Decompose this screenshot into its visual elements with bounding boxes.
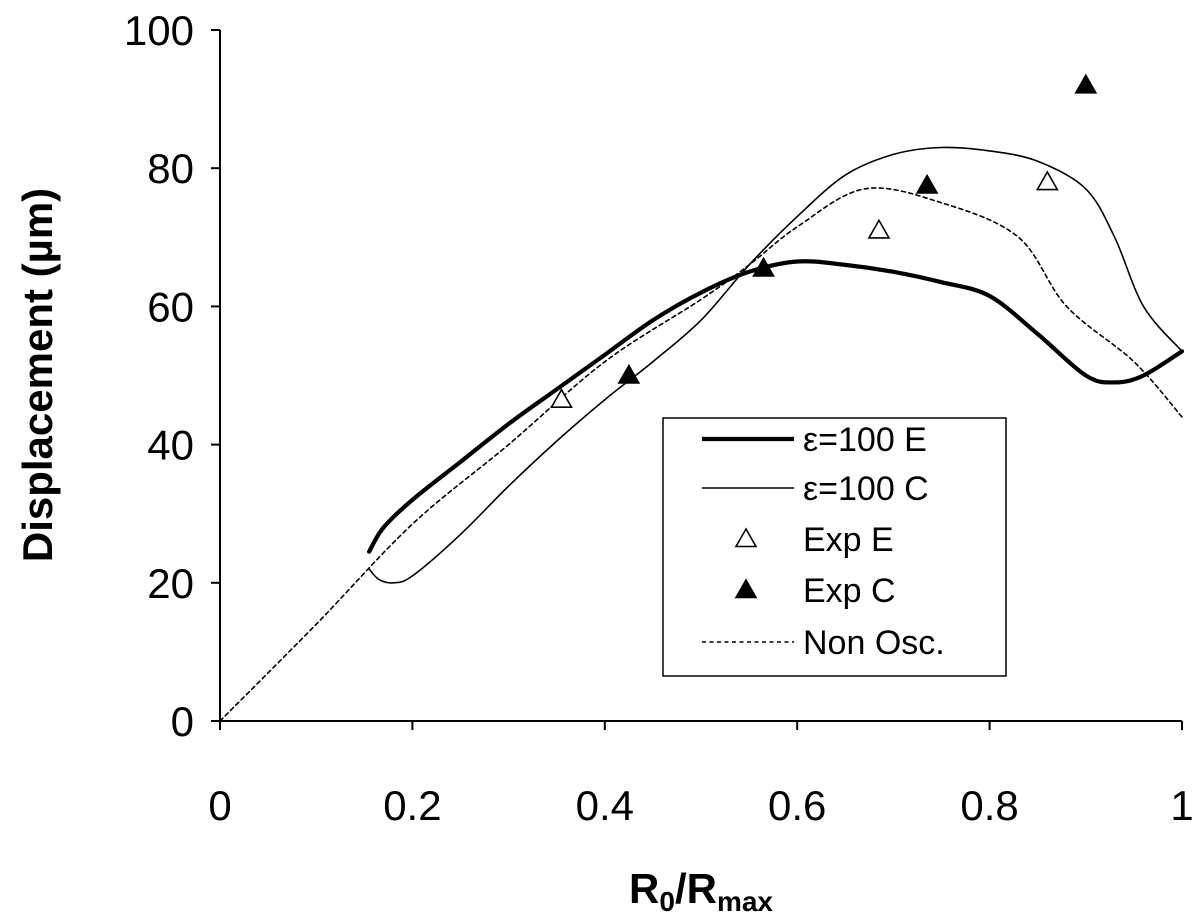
axes: 0 20 40 60 80 100 0 0.2 0.4 0.6 0.8 1 (124, 7, 1194, 829)
legend-label: Exp C (803, 572, 896, 610)
legend-entry: Exp C (734, 572, 896, 610)
y-tick-label: 60 (147, 283, 194, 330)
y-tick-label: 20 (147, 560, 194, 607)
y-tick-label: 0 (171, 698, 194, 745)
legend-entry: Exp E (734, 521, 894, 559)
y-axis-title: Displacement (µm) (14, 188, 61, 562)
legend-box (662, 417, 1007, 677)
exp-e-point (867, 218, 891, 239)
y-tick-label: 100 (124, 7, 194, 54)
x-tick-label: 0.8 (960, 782, 1018, 829)
legend-label: ε=100 E (803, 421, 927, 459)
exp-c-point (1074, 73, 1098, 94)
x-tick-label: 0.4 (576, 782, 634, 829)
exp-c-point (915, 173, 939, 194)
legend-entries: ε=100 E ε=100 C Exp E Exp C Non Osc. (702, 421, 945, 662)
x-axis-title: R0/Rmax (629, 865, 773, 913)
legend: ε=100 E ε=100 C Exp E Exp C Non Osc. (662, 417, 1007, 677)
x-axis-title-sub2: max (717, 886, 773, 913)
exp-c-point (752, 256, 775, 277)
x-tick-label: 0 (208, 782, 231, 829)
legend-label: Non Osc. (803, 624, 945, 662)
legend-entry: ε=100 C (702, 470, 929, 508)
legend-entry: Non Osc. (702, 624, 945, 662)
exp-e-point (550, 388, 573, 408)
y-tick-label: 80 (147, 145, 194, 192)
legend-entry: ε=100 E (702, 421, 927, 459)
series-line-thick-solid (367, 259, 1185, 554)
legend-label: Exp E (803, 521, 894, 559)
x-tick-label: 1 (1170, 782, 1193, 829)
exp-e-point (1035, 170, 1059, 191)
series-layer (219, 146, 1185, 722)
y-tick-label: 40 (147, 422, 194, 469)
legend-swatch-marker (734, 578, 758, 599)
legend-label: ε=100 C (803, 470, 929, 508)
legend-swatch-marker (734, 527, 758, 548)
x-axis-title-sub1: 0 (659, 886, 675, 913)
x-tick-label: 0.2 (383, 782, 441, 829)
exp-c-point (617, 363, 641, 384)
markers-layer (550, 73, 1098, 408)
x-axis-title-main: R (629, 865, 659, 912)
series-line-dotted (219, 187, 1183, 722)
x-axis-title-sep: /R (675, 865, 717, 912)
x-tick-label: 0.6 (768, 782, 826, 829)
